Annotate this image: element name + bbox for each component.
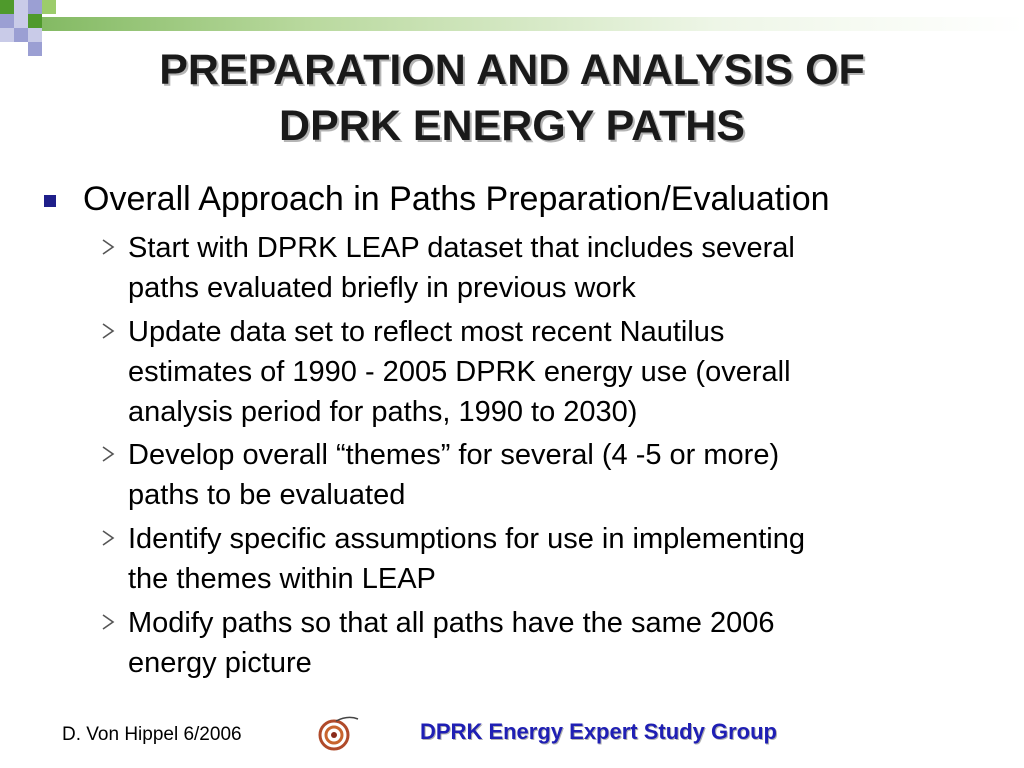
sub-bullet-line: Develop overall “themes” for several (4 … (128, 439, 780, 471)
main-bullet-text: Overall Approach in Paths Preparation/Ev… (83, 180, 830, 218)
sub-bullet-line: Identify specific assumptions for use in… (128, 523, 805, 555)
corner-square-lavender (14, 0, 28, 14)
sub-bullet-line: paths evaluated briefly in previous work (128, 272, 636, 304)
sub-bullet-item: Identify specific assumptions for use in… (102, 519, 958, 599)
sub-bullet-item: Develop overall “themes” for several (4 … (102, 435, 958, 515)
sub-bullet-item: Update data set to reflect most recent N… (102, 312, 958, 432)
sub-bullet-line: energy picture (128, 647, 312, 679)
sub-bullet-line: analysis period for paths, 1990 to 2030) (128, 396, 638, 428)
spiral-logo-icon (318, 716, 359, 751)
sub-bullet-line: estimates of 1990 - 2005 DPRK energy use… (128, 356, 791, 388)
corner-square-lightgreen (42, 0, 56, 14)
footer-group-name: DPRK Energy Expert Study Group (420, 719, 777, 744)
corner-square-lavender (0, 28, 14, 42)
sub-bullet-line: the themes within LEAP (128, 563, 436, 595)
arrowhead-icon (102, 530, 115, 546)
corner-square-purple (28, 0, 42, 14)
sub-bullet-line: Start with DPRK LEAP dataset that includ… (128, 232, 795, 264)
arrowhead-icon (102, 446, 115, 462)
sub-bullet-item: Modify paths so that all paths have the … (102, 603, 958, 683)
sub-bullet-line: paths to be evaluated (128, 479, 406, 511)
corner-square-lavender (14, 14, 28, 28)
square-bullet-icon (44, 195, 56, 207)
corner-square-green (28, 14, 42, 28)
corner-square-purple (28, 42, 42, 56)
corner-square-purple (14, 28, 28, 42)
footer-author-date: D. Von Hippel 6/2006 (62, 724, 242, 745)
sub-bullet-item: Start with DPRK LEAP dataset that includ… (102, 228, 958, 308)
slide-title-line-2: DPRK ENERGY PATHS (279, 102, 745, 150)
arrowhead-icon (102, 239, 115, 255)
header-gradient-bar (0, 17, 1024, 31)
arrowhead-icon (102, 323, 115, 339)
corner-square-green (0, 0, 14, 14)
sub-bullet-line: Modify paths so that all paths have the … (128, 607, 775, 639)
arrowhead-icon (102, 614, 115, 630)
main-bullet-item: Overall Approach in Paths Preparation/Ev… (44, 178, 830, 220)
corner-square-purple (0, 14, 14, 28)
slide-title-line-1: PREPARATION AND ANALYSIS OF (159, 46, 865, 94)
slide-title: PREPARATION AND ANALYSIS OF DPRK ENERGY … (60, 42, 964, 154)
corner-square-lavender (28, 28, 42, 42)
sub-bullet-line: Update data set to reflect most recent N… (128, 316, 725, 348)
